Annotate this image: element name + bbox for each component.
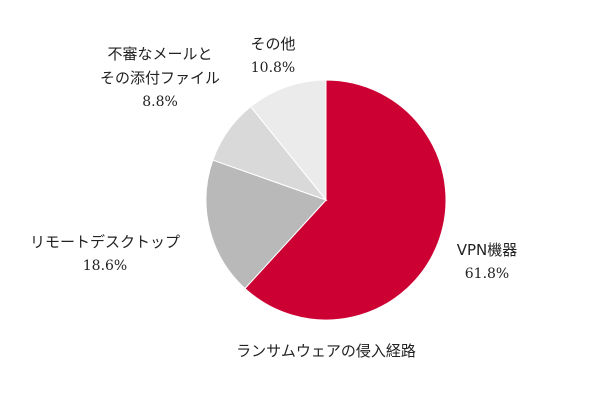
- category-label: その他: [250, 35, 296, 53]
- pie-slice: [244, 79, 447, 321]
- value-label: 18.6%: [82, 258, 128, 274]
- slice-label: VPN機器 61.8%: [457, 238, 518, 286]
- chart-title: ランサムウェアの侵入経路: [236, 342, 416, 360]
- value-label: 10.8%: [250, 60, 296, 76]
- slice-label: 不審なメールと その添付ファイル 8.8%: [100, 42, 220, 114]
- category-label: VPN機器: [456, 241, 518, 259]
- pie-slice: [249, 79, 327, 202]
- pie-slice: [205, 159, 327, 290]
- category-label: 不審なメールと その添付ファイル: [99, 45, 221, 87]
- slice-label: リモートデスクトップ 18.6%: [30, 230, 180, 278]
- slice-label: その他 10.8%: [250, 32, 295, 80]
- category-label: リモートデスクトップ: [29, 233, 181, 251]
- value-label: 8.8%: [142, 94, 178, 110]
- value-label: 61.8%: [464, 266, 510, 282]
